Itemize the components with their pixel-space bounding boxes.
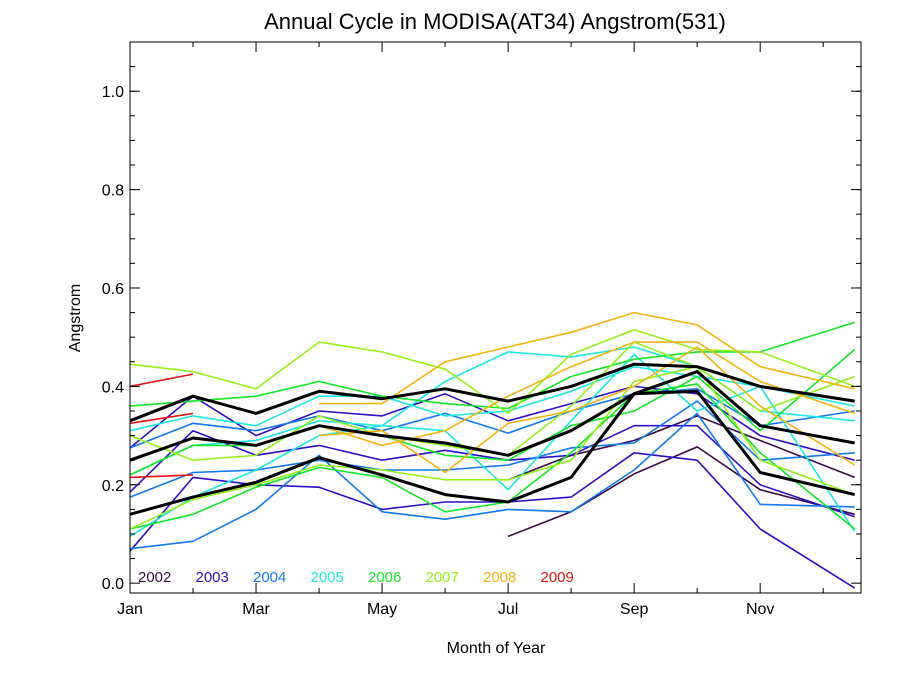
y-tick-label: 0.2 — [102, 478, 124, 495]
x-tick-label: Jan — [117, 601, 143, 618]
tick-layer: Jan Mar May Jul Sep Nov 0.0 0.2 0.4 0.6 0.8 1.0 — [102, 42, 861, 618]
series-line-4 — [129, 451, 856, 589]
legend-item-2003: 2003 — [196, 569, 229, 586]
series-layer — [129, 311, 856, 589]
x-tick-label: Sep — [620, 601, 649, 618]
series-line-22 — [129, 474, 194, 479]
legend-item-2005: 2005 — [311, 569, 344, 586]
series-line-19 — [319, 346, 856, 474]
series-line-3 — [507, 415, 855, 481]
series-line-18 — [129, 328, 855, 415]
legend: 2002 2003 2004 2005 2006 2007 2008 2009 — [138, 569, 574, 586]
y-tick-label: 0.4 — [102, 379, 124, 396]
series-line-5 — [129, 424, 855, 518]
legend-item-2004: 2004 — [253, 569, 286, 586]
x-axis-label: Month of Year — [447, 640, 546, 657]
series-line-21 — [318, 341, 855, 447]
legend-item-2009: 2009 — [541, 569, 574, 586]
legend-item-2008: 2008 — [483, 569, 516, 586]
y-axis-label: Angstrom — [67, 284, 84, 352]
series-line-23 — [129, 412, 194, 425]
series-line-15 — [129, 321, 855, 410]
series-line-27 — [129, 362, 855, 423]
legend-item-2006: 2006 — [368, 569, 401, 586]
series-line-7 — [129, 412, 855, 550]
series-line-26 — [129, 370, 855, 462]
series-line-2 — [507, 446, 855, 538]
series-line-24 — [129, 373, 194, 388]
y-tick-label: 0.6 — [102, 281, 124, 298]
plot-frame — [129, 41, 862, 594]
y-tick-label: 0.8 — [102, 183, 124, 200]
chart-title: Annual Cycle in MODISA(AT34) Angstrom(53… — [264, 9, 726, 34]
y-tick-label: 0.0 — [102, 576, 124, 593]
series-line-25 — [129, 389, 856, 516]
series-line-20 — [319, 311, 855, 405]
x-tick-label: Jul — [498, 601, 518, 618]
x-tick-label: Mar — [242, 601, 270, 618]
x-tick-label: Nov — [746, 601, 774, 618]
legend-item-2002: 2002 — [138, 569, 171, 586]
x-tick-label: May — [367, 601, 397, 618]
y-tick-label: 1.0 — [102, 84, 124, 101]
series-line-8 — [129, 400, 855, 498]
series-line-13 — [129, 383, 856, 530]
legend-item-2007: 2007 — [426, 569, 459, 586]
